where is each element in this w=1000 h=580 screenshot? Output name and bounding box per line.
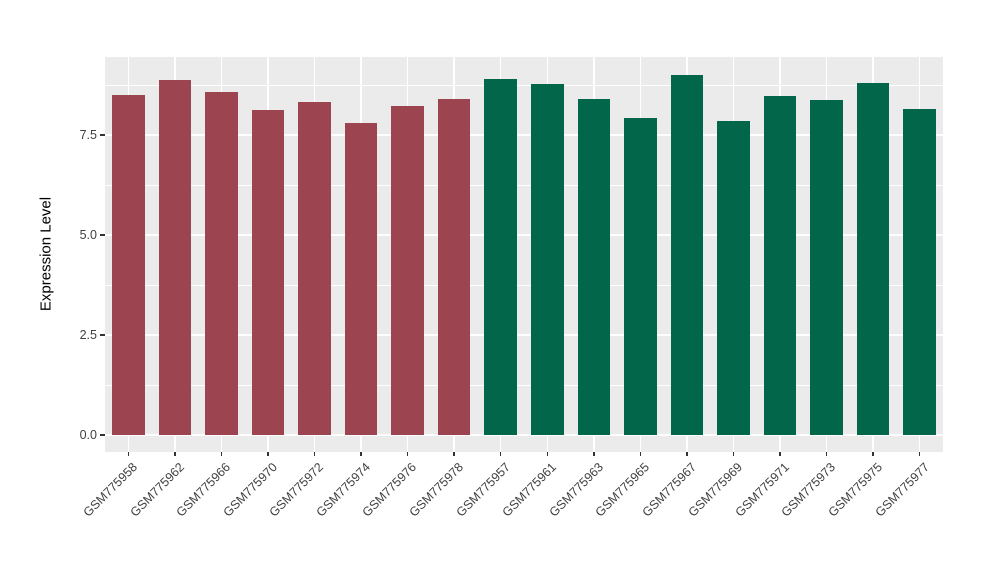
major-gridline [105, 434, 943, 436]
minor-gridline [105, 84, 943, 86]
y-tick-mark [100, 134, 105, 136]
y-tick-mark [100, 334, 105, 336]
bar-GSM775971 [763, 95, 797, 435]
x-tick-mark [918, 452, 921, 456]
x-tick-mark [220, 452, 223, 456]
y-tick-label: 0.0 [79, 428, 97, 442]
x-tick-mark [779, 452, 781, 456]
x-tick-mark [872, 452, 874, 456]
bar-GSM775963 [577, 99, 611, 435]
bar-GSM775967 [670, 75, 704, 435]
major-gridline [105, 134, 943, 136]
bar-GSM775972 [298, 101, 331, 435]
x-tick-mark [267, 452, 269, 456]
y-tick-label: 5.0 [79, 228, 97, 242]
bar-GSM775976 [391, 106, 424, 435]
major-gridline [105, 234, 943, 236]
bar-GSM775977 [903, 109, 936, 435]
bar-GSM775974 [344, 123, 378, 435]
x-tick-mark [499, 452, 502, 456]
x-tick-mark [593, 452, 595, 456]
bar-GSM775966 [205, 91, 238, 435]
minor-gridline [105, 284, 943, 286]
major-gridline [105, 334, 943, 336]
bar-GSM775978 [437, 99, 471, 435]
x-tick-mark [686, 452, 688, 456]
x-tick-mark [174, 452, 176, 456]
bar-GSM775958 [111, 95, 145, 435]
bar-GSM775970 [251, 109, 285, 435]
y-tick-label: 2.5 [79, 328, 97, 342]
x-tick-mark [127, 452, 130, 456]
x-tick-mark [313, 452, 316, 456]
x-tick-mark [453, 452, 455, 456]
y-tick-mark [100, 434, 105, 436]
y-tick-mark [100, 234, 105, 236]
bar-GSM775969 [717, 121, 750, 435]
bar-GSM775965 [624, 117, 657, 435]
x-tick-mark [360, 452, 362, 456]
x-tick-mark [639, 452, 642, 456]
x-tick-mark [825, 452, 828, 456]
x-tick-mark [546, 452, 549, 456]
plot-area [105, 57, 943, 452]
y-axis-title: Expression Level [37, 196, 55, 312]
bar-GSM775962 [158, 79, 192, 435]
bar-GSM775973 [810, 99, 843, 435]
x-tick-mark [732, 452, 735, 456]
bar-GSM775961 [530, 83, 564, 435]
bar-GSM775957 [484, 79, 517, 435]
y-tick-label: 7.5 [79, 128, 97, 142]
x-tick-mark [406, 452, 409, 456]
minor-gridline [105, 184, 943, 186]
minor-gridline [105, 384, 943, 386]
bar-GSM775975 [856, 83, 890, 435]
